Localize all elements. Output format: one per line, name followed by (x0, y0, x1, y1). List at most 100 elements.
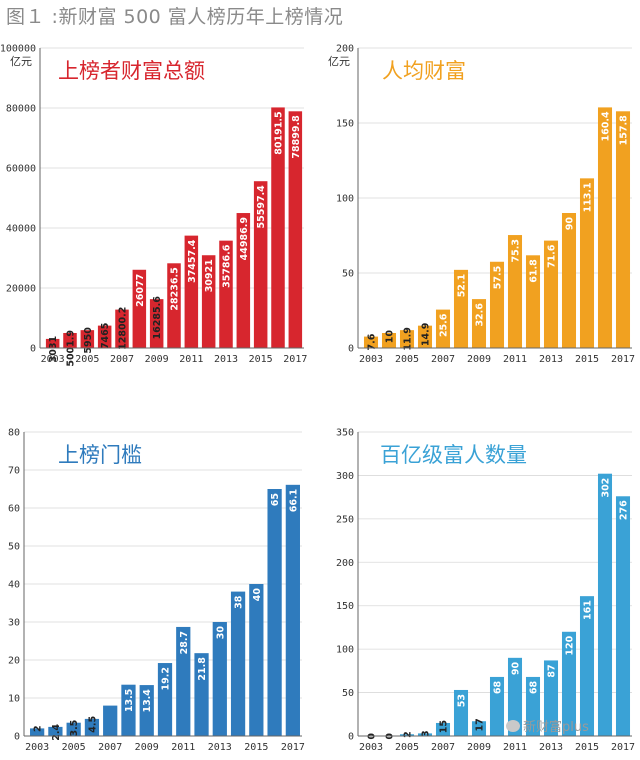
y-tick-label: 300 (336, 471, 354, 482)
bar-data-label: 71.6 (547, 244, 558, 268)
bar (453, 269, 469, 348)
x-tick-label: 2013 (208, 742, 232, 753)
bar (435, 722, 451, 736)
watermark-text: 新财富plus (523, 720, 589, 735)
y-tick-label: 150 (336, 601, 354, 612)
bar-data-label: 276 (619, 500, 630, 520)
y-tick-label: 60000 (6, 164, 36, 175)
bar-data-label: 80191.5 (274, 111, 285, 154)
bar (489, 261, 505, 348)
x-tick-label: 2005 (75, 354, 99, 365)
bar-data-label: 2 (403, 731, 414, 738)
bar-data-label: 13.5 (124, 689, 135, 712)
x-tick-label: 2011 (171, 742, 195, 753)
x-tick-label: 2009 (145, 354, 169, 365)
bar-data-label: 19.2 (161, 667, 172, 690)
bar-data-label: 12800.2 (118, 307, 129, 350)
x-tick-label: 2007 (110, 354, 134, 365)
y-tick-label: 40000 (6, 224, 36, 235)
bar-data-label: 157.8 (619, 115, 630, 145)
bar (167, 263, 181, 348)
x-tick-label: 2015 (575, 742, 599, 753)
bar (597, 473, 613, 736)
bar-data-label: 87 (547, 664, 558, 677)
bar (525, 676, 541, 736)
bar-data-label: 78899.8 (291, 115, 302, 159)
bar-data-label: 30 (215, 626, 226, 640)
bar-data-label: 66.1 (288, 489, 299, 512)
bar (184, 235, 199, 348)
bar-data-label: 35786.6 (222, 244, 233, 288)
bar (63, 332, 77, 348)
bar (267, 489, 282, 736)
bar (507, 235, 523, 348)
bar-data-label: 4.5 (87, 716, 98, 733)
y-tick-label: 70 (8, 466, 20, 477)
chart-title: 上榜者财富总额 (58, 59, 205, 83)
x-tick-label: 2011 (503, 354, 527, 365)
x-tick-label: 2017 (611, 742, 635, 753)
bar (139, 685, 154, 736)
y-tick-label: 50 (342, 688, 354, 699)
bar (271, 107, 285, 348)
bar (236, 213, 251, 348)
bar-data-label: 3 (421, 730, 432, 737)
chart-title: 人均财富 (382, 59, 466, 83)
bar-data-label: 13.4 (142, 689, 153, 713)
bar (417, 733, 433, 736)
bar (103, 705, 118, 736)
y-tick-label: 50 (8, 542, 20, 553)
chart-title: 百亿级富人数量 (380, 443, 527, 467)
bar-data-label: 11.9 (403, 327, 414, 350)
bar-data-label: 44986.9 (239, 217, 250, 260)
bar (579, 178, 595, 348)
bar-data-label: 25.6 (439, 313, 450, 337)
bar (561, 213, 577, 348)
bar (176, 626, 191, 736)
x-tick-label: 2015 (244, 742, 268, 753)
x-tick-label: 2003 (25, 742, 49, 753)
bar-data-label: 160.4 (601, 111, 612, 141)
bar (615, 496, 631, 736)
y-tick-label: 0 (348, 732, 354, 743)
bar (453, 689, 469, 736)
bar (489, 676, 505, 736)
bar (288, 111, 303, 348)
x-tick-label: 2009 (467, 742, 491, 753)
bar (80, 330, 95, 348)
y-tick-label: 0 (14, 732, 20, 743)
bar (132, 269, 147, 348)
bar-data-label: 53 (457, 694, 468, 707)
y-tick-label: 80000 (6, 104, 36, 115)
bar-data-label: 2 (33, 725, 44, 732)
bar (84, 718, 100, 736)
bar (543, 660, 559, 736)
bar (471, 721, 487, 736)
bar-data-label: 2.4 (51, 724, 62, 741)
y-tick-label: 100 (336, 645, 354, 656)
x-tick-label: 2005 (395, 742, 419, 753)
x-tick-label: 2009 (467, 354, 491, 365)
bar-data-label: 113.1 (583, 182, 594, 212)
watermark: 新财富plus (506, 716, 589, 735)
bar-data-label: 75.3 (511, 239, 522, 262)
bar (285, 484, 300, 736)
bar-data-label: 37457.4 (187, 239, 198, 283)
bar-data-label: 90 (565, 217, 576, 231)
x-tick-label: 2013 (539, 354, 563, 365)
bar-data-label: 68 (493, 681, 504, 695)
bar-data-label: 14.9 (421, 323, 432, 346)
x-tick-label: 2003 (359, 354, 383, 365)
y-tick-label: 0 (30, 344, 36, 355)
figure-title: 图１ :新财富 500 富人榜历年上榜情况 (6, 6, 344, 28)
bar (471, 299, 487, 348)
bar (212, 622, 227, 736)
bar (363, 336, 379, 348)
bar (381, 333, 397, 348)
bar-data-label: 32.6 (475, 303, 486, 327)
x-tick-label: 2005 (62, 742, 86, 753)
bar (507, 657, 523, 736)
